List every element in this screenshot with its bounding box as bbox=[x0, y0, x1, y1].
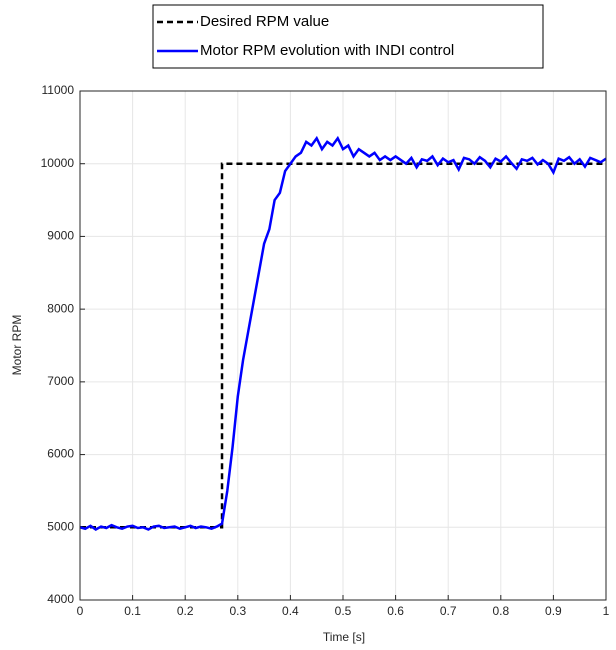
y-tick-label: 10000 bbox=[41, 156, 75, 170]
y-tick-label: 5000 bbox=[47, 519, 74, 533]
y-tick-label: 6000 bbox=[47, 447, 74, 461]
x-tick-label: 0.2 bbox=[177, 604, 194, 618]
x-axis-label: Time [s] bbox=[323, 630, 365, 644]
x-tick-label: 0.4 bbox=[282, 604, 299, 618]
plot-frame bbox=[79, 90, 607, 601]
line-series bbox=[79, 135, 607, 531]
y-tick-label: 11000 bbox=[42, 83, 75, 97]
y-tick-label: 7000 bbox=[47, 374, 74, 388]
x-tick-label: 0.1 bbox=[124, 604, 141, 618]
x-tick-label: 1 bbox=[603, 604, 610, 618]
legend-label: Desired RPM value bbox=[200, 13, 329, 30]
legend-box bbox=[152, 4, 544, 69]
x-tick-label: 0.3 bbox=[229, 604, 246, 618]
y-axis-label: Motor RPM bbox=[10, 315, 24, 376]
x-tick-label: 0.9 bbox=[545, 604, 562, 618]
x-tick-label: 0.8 bbox=[492, 604, 509, 618]
x-tick-label: 0.5 bbox=[335, 604, 352, 618]
x-tick-label: 0 bbox=[77, 604, 84, 618]
y-tick-label: 8000 bbox=[47, 301, 74, 315]
y-tick-label: 4000 bbox=[47, 592, 74, 606]
y-tick-label: 9000 bbox=[47, 229, 74, 243]
legend-label: Motor RPM evolution with INDI control bbox=[200, 42, 454, 59]
x-tick-label: 0.7 bbox=[440, 604, 457, 618]
x-tick-label: 0.6 bbox=[387, 604, 404, 618]
